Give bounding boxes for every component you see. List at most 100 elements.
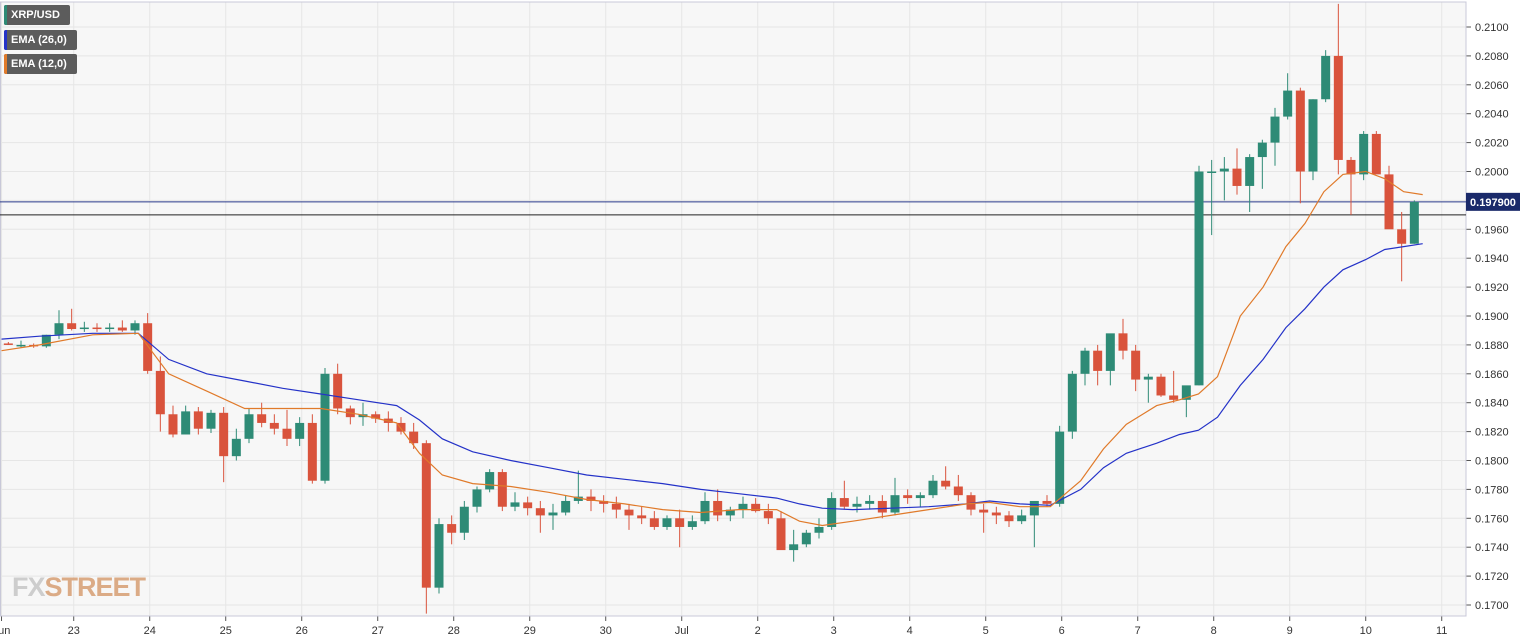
candle <box>105 323 115 332</box>
candle-body <box>282 428 292 439</box>
candle <box>1371 131 1381 175</box>
candle <box>1143 373 1153 403</box>
x-tick-label: 7 <box>1135 625 1141 637</box>
candle-body <box>1080 350 1090 374</box>
candle-body <box>1042 500 1052 504</box>
legend-label-ema26: EMA (26,0) <box>11 34 67 46</box>
candle-body <box>1295 90 1305 172</box>
candle-body <box>941 480 951 487</box>
candle-body <box>117 327 127 331</box>
y-tick-label: 0.1960 <box>1475 224 1509 236</box>
candle-body <box>1169 395 1179 400</box>
candle-body <box>953 486 963 496</box>
candle-body <box>1067 373 1077 432</box>
candle <box>523 496 533 516</box>
candle <box>1004 511 1014 527</box>
candle <box>333 363 343 415</box>
x-tick-label: Jun <box>0 625 10 637</box>
candle-body <box>573 496 583 501</box>
candle <box>371 411 381 423</box>
candle <box>1194 165 1204 386</box>
candle-body <box>1118 333 1128 351</box>
candle <box>675 509 685 548</box>
candle-body <box>751 503 761 512</box>
legend-ema12[interactable]: EMA (12,0) <box>4 54 77 74</box>
candle <box>1118 318 1128 360</box>
candle-body <box>535 508 545 516</box>
candle <box>67 308 77 331</box>
candle <box>763 503 773 525</box>
current-price-badge <box>1466 192 1520 211</box>
candle-body <box>155 370 165 415</box>
candle-body <box>485 472 495 490</box>
logo-suffix: STREET <box>44 572 147 602</box>
candle-body <box>396 422 406 432</box>
candle <box>941 466 951 490</box>
plot-frame <box>0 1 1467 617</box>
y-tick-label: 0.2000 <box>1475 167 1509 179</box>
candle <box>181 405 191 435</box>
legend-ema26[interactable]: EMA (26,0) <box>4 30 77 50</box>
x-tick-label: 5 <box>983 625 989 637</box>
y-tick-label: 0.1740 <box>1475 542 1509 554</box>
x-tick-label: 29 <box>524 625 536 637</box>
x-tick-label: 8 <box>1211 625 1217 637</box>
x-tick-label: 23 <box>68 625 80 637</box>
x-tick-label: 2 <box>755 625 761 637</box>
x-tick-label: 4 <box>907 625 913 637</box>
candle <box>1029 500 1039 548</box>
candle <box>890 477 900 516</box>
candle-body <box>1308 99 1318 172</box>
candle <box>801 529 811 548</box>
candle <box>257 402 267 428</box>
candle-body <box>206 412 216 429</box>
y-tick-label: 0.1700 <box>1475 600 1509 612</box>
candle <box>1131 344 1141 392</box>
y-tick-label: 0.1920 <box>1475 282 1509 294</box>
candle-body <box>79 327 89 330</box>
candle <box>92 323 102 332</box>
candle-body <box>1232 168 1242 186</box>
candle-body <box>231 438 241 457</box>
candle <box>839 480 849 510</box>
candle-body <box>307 422 317 481</box>
candle-body <box>497 472 507 507</box>
candle-body <box>447 524 457 533</box>
candle <box>991 506 1001 525</box>
candle-body <box>92 327 102 330</box>
candle <box>548 503 558 530</box>
candle <box>1295 87 1305 204</box>
candle <box>206 409 216 434</box>
x-tick-label: 10 <box>1360 625 1372 637</box>
candle <box>434 518 444 594</box>
candle-body <box>3 343 13 345</box>
candle <box>599 495 609 513</box>
candle-body <box>979 509 989 513</box>
y-tick-label: 0.1940 <box>1475 253 1509 265</box>
candle-body <box>1029 500 1039 516</box>
y-tick-label: 0.1820 <box>1475 427 1509 439</box>
x-tick-label: 9 <box>1287 625 1293 637</box>
candle <box>231 428 241 461</box>
legend-xrpusd[interactable]: XRP/USD <box>4 5 70 25</box>
candle <box>1333 3 1343 175</box>
candle-body <box>561 500 571 513</box>
candle <box>472 486 482 513</box>
y-tick-label: 0.1800 <box>1475 456 1509 468</box>
candle-body <box>789 544 799 551</box>
candle <box>1384 165 1394 230</box>
candle-body <box>1371 133 1381 175</box>
candle-body <box>903 495 913 499</box>
candle <box>143 313 153 374</box>
candle <box>1346 157 1356 215</box>
x-tick-label: 28 <box>448 625 460 637</box>
candle-body <box>168 414 178 435</box>
candle <box>979 503 989 533</box>
candle <box>244 408 254 444</box>
candle-body <box>763 511 773 519</box>
legend-swatch-xrpusd <box>4 5 7 25</box>
candle <box>396 417 406 435</box>
candle-body <box>966 495 976 510</box>
candle-body <box>130 323 140 331</box>
